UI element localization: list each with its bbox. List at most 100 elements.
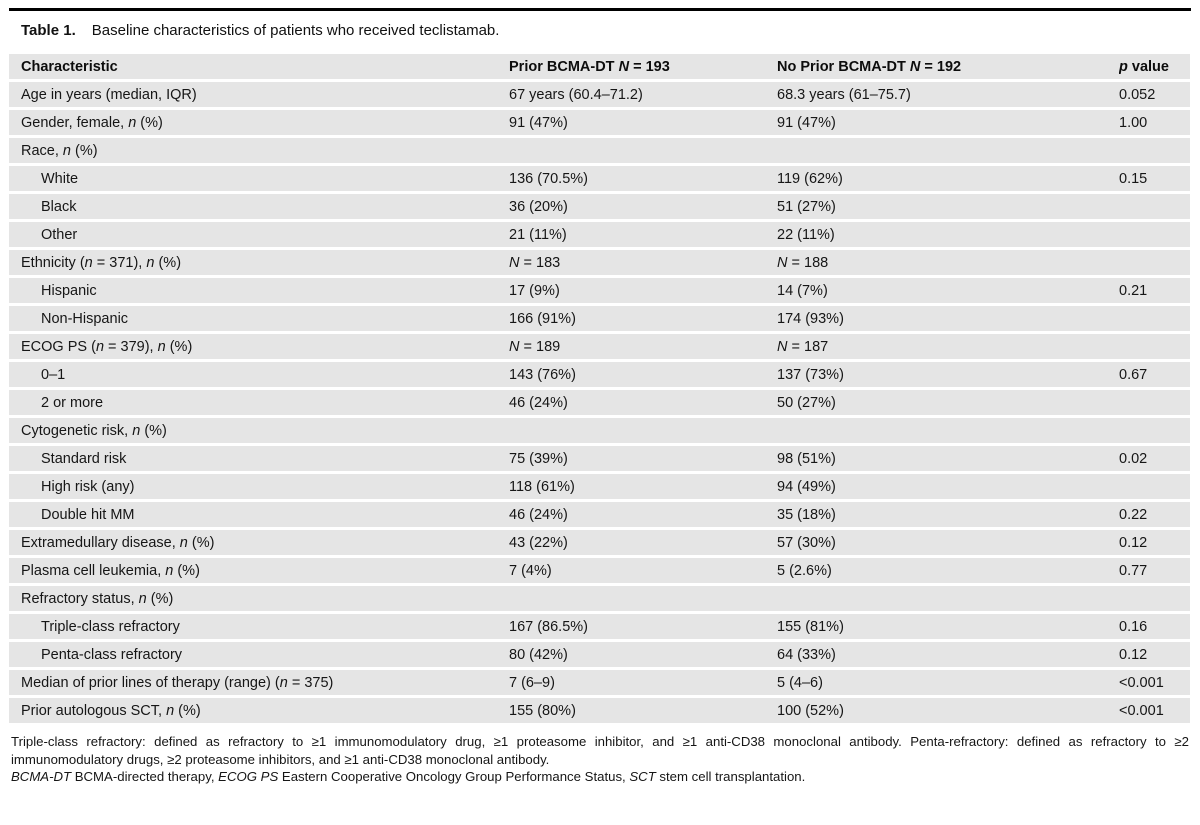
no-prior-bcma-cell: N = 188 [777,250,1119,275]
no-prior-bcma-cell [777,586,1119,611]
no-prior-bcma-cell: 5 (2.6%) [777,558,1119,583]
prior-bcma-cell: 91 (47%) [509,110,777,135]
prior-bcma-cell: 155 (80%) [509,698,777,723]
prior-bcma-cell: 166 (91%) [509,306,777,331]
table-row: Double hit MM 46 (24%) 35 (18%) 0.22 [9,502,1190,527]
p-value-cell: 0.67 [1119,362,1190,387]
prior-bcma-cell: 46 (24%) [509,502,777,527]
row-label-cell: Refractory status, n (%) [9,586,509,611]
p-value-cell: <0.001 [1119,670,1190,695]
no-prior-bcma-cell: 14 (7%) [777,278,1119,303]
prior-bcma-cell: 136 (70.5%) [509,166,777,191]
no-prior-bcma-cell: 174 (93%) [777,306,1119,331]
prior-bcma-cell: 46 (24%) [509,390,777,415]
row-label-cell: Age in years (median, IQR) [9,82,509,107]
column-header: Prior BCMA-DT N = 193 [509,54,777,79]
table-row: Race, n (%) [9,138,1190,163]
p-value-cell [1119,334,1190,359]
p-value-cell: 0.15 [1119,166,1190,191]
table-row: White 136 (70.5%) 119 (62%) 0.15 [9,166,1190,191]
table-caption: Table 1. Baseline characteristics of pati… [9,11,1191,51]
baseline-characteristics-table: Characteristic Prior BCMA-DT N = 193 No Pr… [9,51,1190,726]
prior-bcma-cell: 17 (9%) [509,278,777,303]
row-label-cell: Double hit MM [9,502,509,527]
table-row: Gender, female, n (%) 91 (47%) 91 (47%) 1.0… [9,110,1190,135]
p-value-cell: 0.052 [1119,82,1190,107]
no-prior-bcma-cell: 98 (51%) [777,446,1119,471]
column-header: Characteristic [9,54,509,79]
row-label-cell: 2 or more [9,390,509,415]
no-prior-bcma-cell: 137 (73%) [777,362,1119,387]
table-row: Black 36 (20%) 51 (27%) [9,194,1190,219]
p-value-cell [1119,138,1190,163]
no-prior-bcma-cell: 155 (81%) [777,614,1119,639]
no-prior-bcma-cell: 94 (49%) [777,474,1119,499]
table-row: High risk (any) 118 (61%) 94 (49%) [9,474,1190,499]
p-value-cell [1119,194,1190,219]
table-number: Table 1. [21,22,76,39]
row-label-cell: Black [9,194,509,219]
no-prior-bcma-cell: 91 (47%) [777,110,1119,135]
row-label-cell: Ethnicity (n = 371), n (%) [9,250,509,275]
table-row: Refractory status, n (%) [9,586,1190,611]
row-label-cell: Gender, female, n (%) [9,110,509,135]
p-value-cell [1119,250,1190,275]
row-label-cell: ECOG PS (n = 379), n (%) [9,334,509,359]
p-value-cell: 0.22 [1119,502,1190,527]
prior-bcma-cell: 167 (86.5%) [509,614,777,639]
table-top-rule [9,8,1191,11]
row-label-cell: Hispanic [9,278,509,303]
no-prior-bcma-cell: 68.3 years (61–75.7) [777,82,1119,107]
prior-bcma-cell [509,138,777,163]
prior-bcma-cell: 36 (20%) [509,194,777,219]
table-row: Triple-class refractory 167 (86.5%) 155 (8… [9,614,1190,639]
row-label-cell: Cytogenetic risk, n (%) [9,418,509,443]
prior-bcma-cell: 80 (42%) [509,642,777,667]
table-row: 0–1 143 (76%) 137 (73%) 0.67 [9,362,1190,387]
prior-bcma-cell: 21 (11%) [509,222,777,247]
p-value-cell: 1.00 [1119,110,1190,135]
row-label-cell: White [9,166,509,191]
table-row: ECOG PS (n = 379), n (%) N = 189 N = 187 [9,334,1190,359]
p-value-cell [1119,474,1190,499]
no-prior-bcma-cell: 35 (18%) [777,502,1119,527]
no-prior-bcma-cell: 51 (27%) [777,194,1119,219]
row-label-cell: Standard risk [9,446,509,471]
row-label-cell: High risk (any) [9,474,509,499]
p-value-cell: 0.02 [1119,446,1190,471]
no-prior-bcma-cell [777,138,1119,163]
no-prior-bcma-cell [777,418,1119,443]
table-row: Age in years (median, IQR) 67 years (60.4… [9,82,1190,107]
prior-bcma-cell: 7 (6–9) [509,670,777,695]
p-value-cell: 0.12 [1119,642,1190,667]
row-label-cell: Penta-class refractory [9,642,509,667]
row-label-cell: Extramedullary disease, n (%) [9,530,509,555]
table-row: Other 21 (11%) 22 (11%) [9,222,1190,247]
prior-bcma-cell: 75 (39%) [509,446,777,471]
no-prior-bcma-cell: 5 (4–6) [777,670,1119,695]
table-caption-text: Baseline characteristics of patients who… [91,22,500,39]
row-label-cell: Non-Hispanic [9,306,509,331]
table-row: Extramedullary disease, n (%) 43 (22%) 57 … [9,530,1190,555]
prior-bcma-cell [509,418,777,443]
p-value-cell: 0.12 [1119,530,1190,555]
p-value-cell [1119,222,1190,247]
table-row: Penta-class refractory 80 (42%) 64 (33%) 0.… [9,642,1190,667]
prior-bcma-cell: 43 (22%) [509,530,777,555]
header-row: Characteristic Prior BCMA-DT N = 193 No Pr… [9,54,1190,79]
table-row: Median of prior lines of therapy (range)… [9,670,1190,695]
table-row: Hispanic 17 (9%) 14 (7%) 0.21 [9,278,1190,303]
table-row: Standard risk 75 (39%) 98 (51%) 0.02 [9,446,1190,471]
row-label-cell: Triple-class refractory [9,614,509,639]
paper-page: Table 1. Baseline characteristics of pati… [0,8,1200,786]
row-label-cell: 0–1 [9,362,509,387]
p-value-cell: 0.16 [1119,614,1190,639]
prior-bcma-cell: 118 (61%) [509,474,777,499]
table-row: 2 or more 46 (24%) 50 (27%) [9,390,1190,415]
p-value-cell [1119,390,1190,415]
column-header: No Prior BCMA-DT N = 192 [777,54,1119,79]
row-label-cell: Median of prior lines of therapy (range)… [9,670,509,695]
no-prior-bcma-cell: 100 (52%) [777,698,1119,723]
footnote-definitions: Triple-class refractory: defined as refr… [11,734,1189,767]
column-header: p value [1119,54,1190,79]
